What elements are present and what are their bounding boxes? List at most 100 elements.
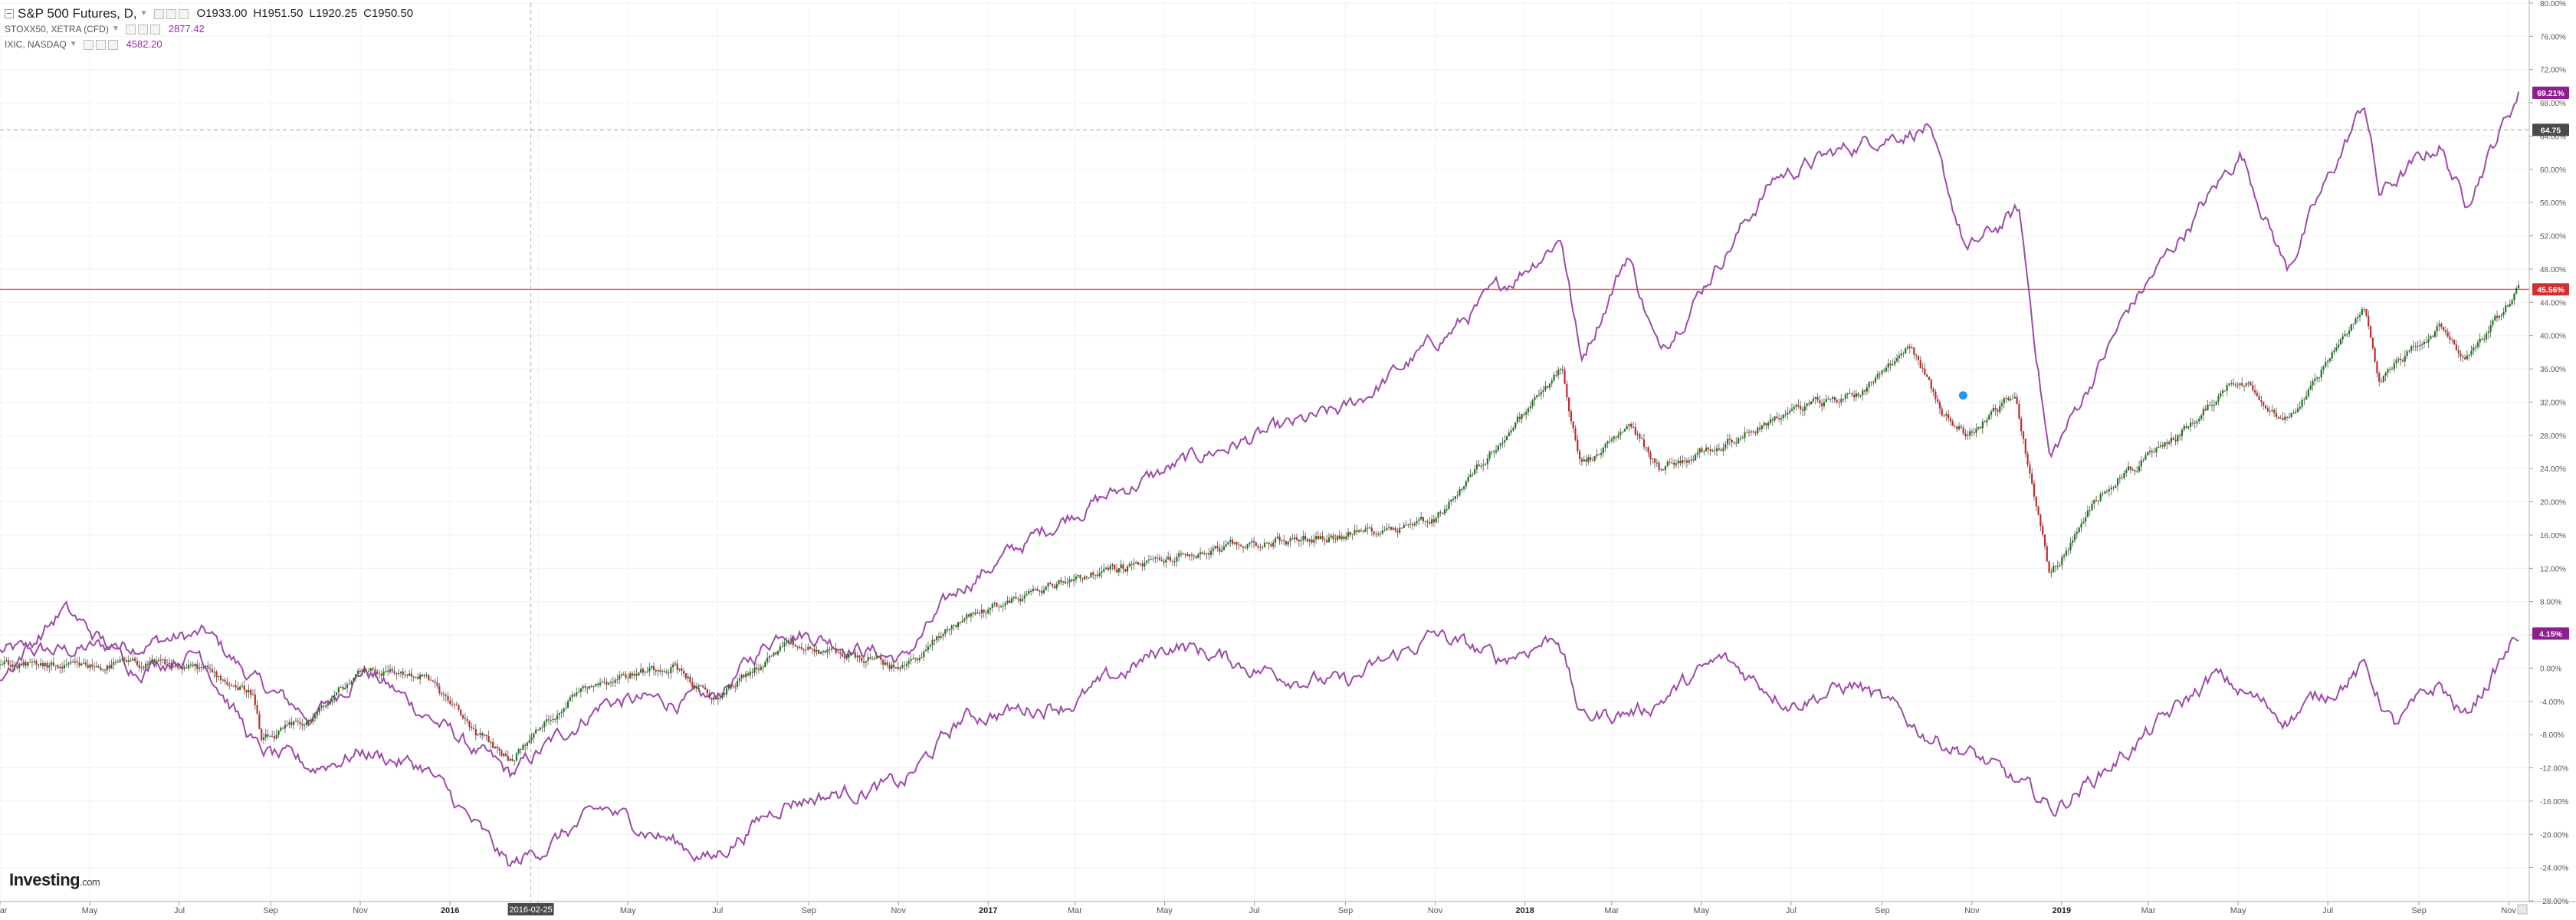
close-icon[interactable]: [107, 39, 118, 50]
candle-body: [1547, 386, 1549, 388]
y-tick-label: 48.00%: [2540, 266, 2566, 274]
candle-body: [1497, 445, 1499, 451]
candle-body: [1677, 460, 1679, 464]
candle-body: [950, 625, 953, 629]
candle-body: [1551, 380, 1553, 384]
candle-body: [1660, 469, 1662, 471]
candle-body: [80, 663, 83, 666]
candle-body: [1844, 394, 1846, 399]
candle-body: [1461, 488, 1463, 490]
candle-body: [1122, 564, 1124, 569]
candle-body: [875, 656, 878, 659]
candle-body: [1964, 433, 1967, 437]
eye-icon[interactable]: [125, 24, 136, 34]
candle-body: [684, 673, 687, 678]
candle-body: [642, 669, 645, 673]
stoxx-series-name[interactable]: STOXX50, XETRA (CFD): [5, 24, 109, 34]
chevron-down-icon[interactable]: ▼: [111, 25, 120, 33]
candle-body: [1012, 596, 1015, 599]
candle-body: [1814, 396, 1816, 399]
candle-body: [745, 673, 747, 678]
candle-body: [1343, 536, 1345, 540]
candle-body: [1272, 542, 1275, 547]
candle-body: [999, 606, 1003, 607]
candle-body: [1514, 422, 1517, 429]
candle-body: [1623, 429, 1626, 432]
candle-body: [1789, 410, 1791, 413]
candle-body: [1808, 403, 1810, 405]
main-symbol-title[interactable]: S&P 500 Futures, D,: [18, 6, 137, 21]
candle-body: [2433, 331, 2437, 337]
candle-body: [2161, 445, 2164, 447]
candle-body: [226, 682, 228, 685]
candle-body: [455, 705, 458, 706]
eye-icon[interactable]: [83, 39, 94, 50]
settings-icon[interactable]: [137, 24, 148, 34]
candle-body: [1606, 441, 1609, 444]
candle-body: [1212, 548, 1214, 551]
candle-body: [211, 669, 213, 673]
chevron-down-icon[interactable]: ▼: [139, 9, 148, 18]
candle-body: [2089, 510, 2091, 511]
candle-body: [2105, 491, 2108, 492]
candle-body: [1137, 562, 1140, 565]
candle-body: [2511, 300, 2513, 304]
candle-body: [1025, 593, 1028, 596]
candle-body: [1534, 397, 1536, 400]
candle-body: [1257, 545, 1259, 547]
candle-body: [1536, 395, 1538, 398]
candle-body: [127, 660, 130, 662]
candle-body: [839, 652, 842, 654]
candle-body: [1152, 558, 1154, 560]
candle-body: [931, 639, 934, 646]
close-icon[interactable]: [149, 24, 160, 34]
candle-body: [2393, 363, 2395, 370]
candle-body: [1997, 409, 1999, 412]
nasdaq-series-name[interactable]: IXIC, NASDAQ: [5, 39, 67, 50]
candle-body: [612, 682, 614, 683]
candle-body: [498, 748, 500, 751]
candle-body: [2277, 416, 2279, 419]
candle-body: [2470, 350, 2473, 355]
candle-body: [830, 648, 833, 650]
candle-body: [1042, 590, 1045, 593]
candle-body: [1068, 579, 1071, 583]
candle-body: [1443, 509, 1446, 514]
candle-body: [59, 666, 61, 669]
candle-body: [1306, 539, 1309, 542]
chevron-down-icon[interactable]: ▼: [69, 40, 77, 48]
investing-logo[interactable]: Investing.com: [9, 870, 100, 890]
candle-body: [1617, 435, 1619, 438]
settings-icon[interactable]: [95, 39, 106, 50]
close-icon[interactable]: [178, 8, 189, 19]
collapse-icon[interactable]: [5, 9, 14, 18]
candle-body: [445, 695, 447, 696]
candle-body: [449, 700, 451, 704]
candle-body: [461, 715, 464, 718]
settings-icon[interactable]: [166, 8, 176, 19]
candle-body: [1400, 527, 1403, 529]
candle-body: [2327, 360, 2329, 363]
candle-body: [1531, 399, 1534, 406]
candle-body: [1019, 599, 1022, 602]
candle-body: [258, 714, 261, 729]
eye-icon[interactable]: [153, 8, 164, 19]
candle-body: [451, 703, 454, 705]
candle-body: [1887, 363, 1889, 368]
crosshair-price-badge: [2532, 123, 2569, 136]
candle-body: [2446, 332, 2449, 337]
candle-body: [1682, 460, 1684, 464]
candle-body: [563, 708, 565, 712]
candle-body: [2305, 396, 2308, 400]
candle-body: [2282, 418, 2284, 420]
candle-body: [438, 685, 441, 694]
candle-body: [1486, 458, 1488, 465]
candle-body: [1656, 462, 1658, 464]
candle-body: [63, 665, 65, 669]
candle-body: [2108, 489, 2110, 491]
candle-body: [1473, 469, 1476, 475]
candle-body: [1283, 540, 1285, 541]
candle-body: [1130, 564, 1133, 565]
